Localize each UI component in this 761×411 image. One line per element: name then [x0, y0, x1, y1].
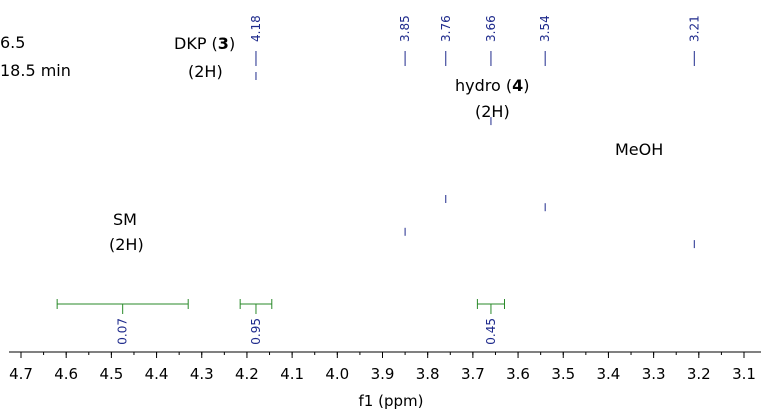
- x-tick-label: 4.3: [190, 365, 214, 383]
- annotation-hydro-h: (2H): [475, 102, 510, 121]
- x-tick-label: 4.1: [280, 365, 304, 383]
- x-tick-label: 3.3: [642, 365, 666, 383]
- peak-labels: 4.18 3.85 3.76 3.66 3.54 3.21: [249, 15, 701, 249]
- peak-label: 3.54: [538, 15, 552, 42]
- integral-value: 0.45: [484, 318, 498, 345]
- x-tick-label: 4.7: [9, 365, 33, 383]
- x-tick-label: 4.4: [145, 365, 169, 383]
- x-axis-ticks: 4.7 4.6 4.5 4.4 4.3 4.2 4.1 4.0 3.9 3.8 3.7 3.6 3.5 3…: [9, 352, 756, 383]
- annotation-dkp-label: DKP (3): [174, 34, 235, 53]
- annotation-hydro-suffix: ): [523, 76, 529, 95]
- x-tick-label: 4.5: [99, 365, 123, 383]
- peak-label: 3.85: [398, 15, 412, 42]
- integrals: 0.07 0.95 0.45: [56, 299, 506, 345]
- x-tick-label: 3.8: [416, 365, 440, 383]
- x-tick-label: 3.6: [506, 365, 530, 383]
- annotation-hydro-prefix: hydro (: [455, 76, 512, 95]
- annotation-hydro-label: hydro (4): [455, 76, 530, 95]
- integral-value: 0.07: [116, 318, 130, 345]
- annotation-sm: SM: [113, 210, 137, 229]
- integral-value: 0.95: [249, 318, 263, 345]
- annotation-dkp-h: (2H): [188, 62, 223, 81]
- annotation-dkp-number: 3: [218, 34, 229, 53]
- annotation-sm-h: (2H): [109, 235, 144, 254]
- x-tick-label: 3.9: [371, 365, 395, 383]
- annotation-dkp-suffix: ): [229, 34, 235, 53]
- x-tick-label: 4.0: [325, 365, 349, 383]
- x-tick-label: 3.4: [597, 365, 621, 383]
- peak-label: 3.76: [439, 15, 453, 42]
- annotation-meoh: MeOH: [615, 140, 663, 159]
- x-tick-label: 4.6: [54, 365, 78, 383]
- x-tick-label: 3.2: [687, 365, 711, 383]
- x-tick-label: 3.5: [551, 365, 575, 383]
- peak-label: 3.66: [484, 15, 498, 42]
- annotation-dkp-prefix: DKP (: [174, 34, 218, 53]
- x-axis-label: f1 (ppm): [359, 392, 424, 410]
- peak-label: 4.18: [249, 15, 263, 42]
- x-tick-label: 4.2: [235, 365, 259, 383]
- x-tick-label: 3.7: [461, 365, 485, 383]
- annotation-top-left-line2: 18.5 min: [0, 61, 71, 80]
- annotation-hydro-number: 4: [512, 76, 523, 95]
- peak-label: 3.21: [687, 15, 701, 42]
- annotation-top-left-line1: 6.5: [0, 33, 25, 52]
- x-tick-label: 3.1: [732, 365, 756, 383]
